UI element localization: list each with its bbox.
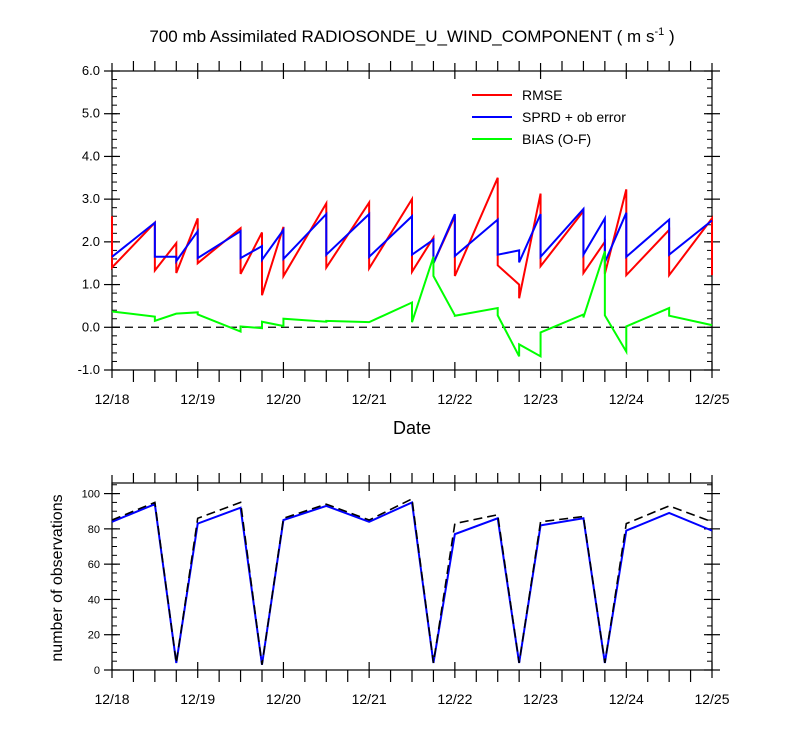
y-tick-label: 6.0 [82,63,100,78]
x-tick-label: 12/22 [437,691,472,707]
rmse-spread-bias-panel: -1.0 0.0 1.0 2.0 3.0 4.0 5.0 6.0 12/18 12/19 12/20… [78,61,730,407]
y-tick-label: 0 [94,665,100,677]
x-tick-label: 12/19 [180,391,215,407]
legend-label: RMSE [522,87,562,103]
series-line-sprd-ob-error [111,206,713,265]
x-tick-label: 12/23 [523,391,558,407]
x-tick-label: 12/21 [352,691,387,707]
x-tick-label: 12/18 [94,391,129,407]
x-tick-label: 12/18 [94,691,129,707]
y-tick-label: 2.0 [82,234,100,249]
x-tick-label: 12/24 [609,691,644,707]
y-tick-label: 60 [88,559,100,571]
legend-label: BIAS (O-F) [522,131,591,147]
x-tick-label: 12/20 [266,391,301,407]
series-line-dashed [111,497,713,665]
chart-title-sup: -1 [654,26,664,38]
legend-label: SPRD + ob error [522,109,626,125]
x-tick-label: 12/22 [437,391,472,407]
y-tick-label: 1.0 [82,277,100,292]
y-tick-label: 5.0 [82,106,100,121]
x-tick-label: 12/20 [266,691,301,707]
series-line-solid [111,500,713,665]
x-tick-label: 12/25 [694,691,729,707]
x-tick-label: 12/21 [352,391,387,407]
chart-title-main: 700 mb Assimilated RADIOSONDE_U_WIND_COM… [149,27,654,46]
x-tick-label: 12/19 [180,691,215,707]
series-line-bias-o-f [111,250,713,359]
chart-title: 700 mb Assimilated RADIOSONDE_U_WIND_COM… [149,26,674,46]
y-tick-label: 40 [88,594,100,606]
x-tick-label: 12/25 [694,391,729,407]
observation-count-panel: 0 20 40 60 80 100 12/18 12/19 12/20 12/21 12/22 12/… [82,473,730,707]
y-tick-label: 80 [88,524,100,536]
chart-title-end: ) [664,27,674,46]
plot-frame [111,482,713,671]
bottom-y-axis-label: number of observations [49,494,66,661]
y-tick-label: 20 [88,630,100,642]
x-tick-label: 12/23 [523,691,558,707]
top-x-axis-label: Date [393,418,431,438]
y-tick-label: -1.0 [78,362,100,377]
y-tick-label: 3.0 [82,191,100,206]
y-tick-label: 0.0 [82,319,100,334]
y-tick-label: 100 [82,489,100,501]
x-tick-label: 12/24 [609,391,644,407]
y-tick-label: 4.0 [82,148,100,163]
